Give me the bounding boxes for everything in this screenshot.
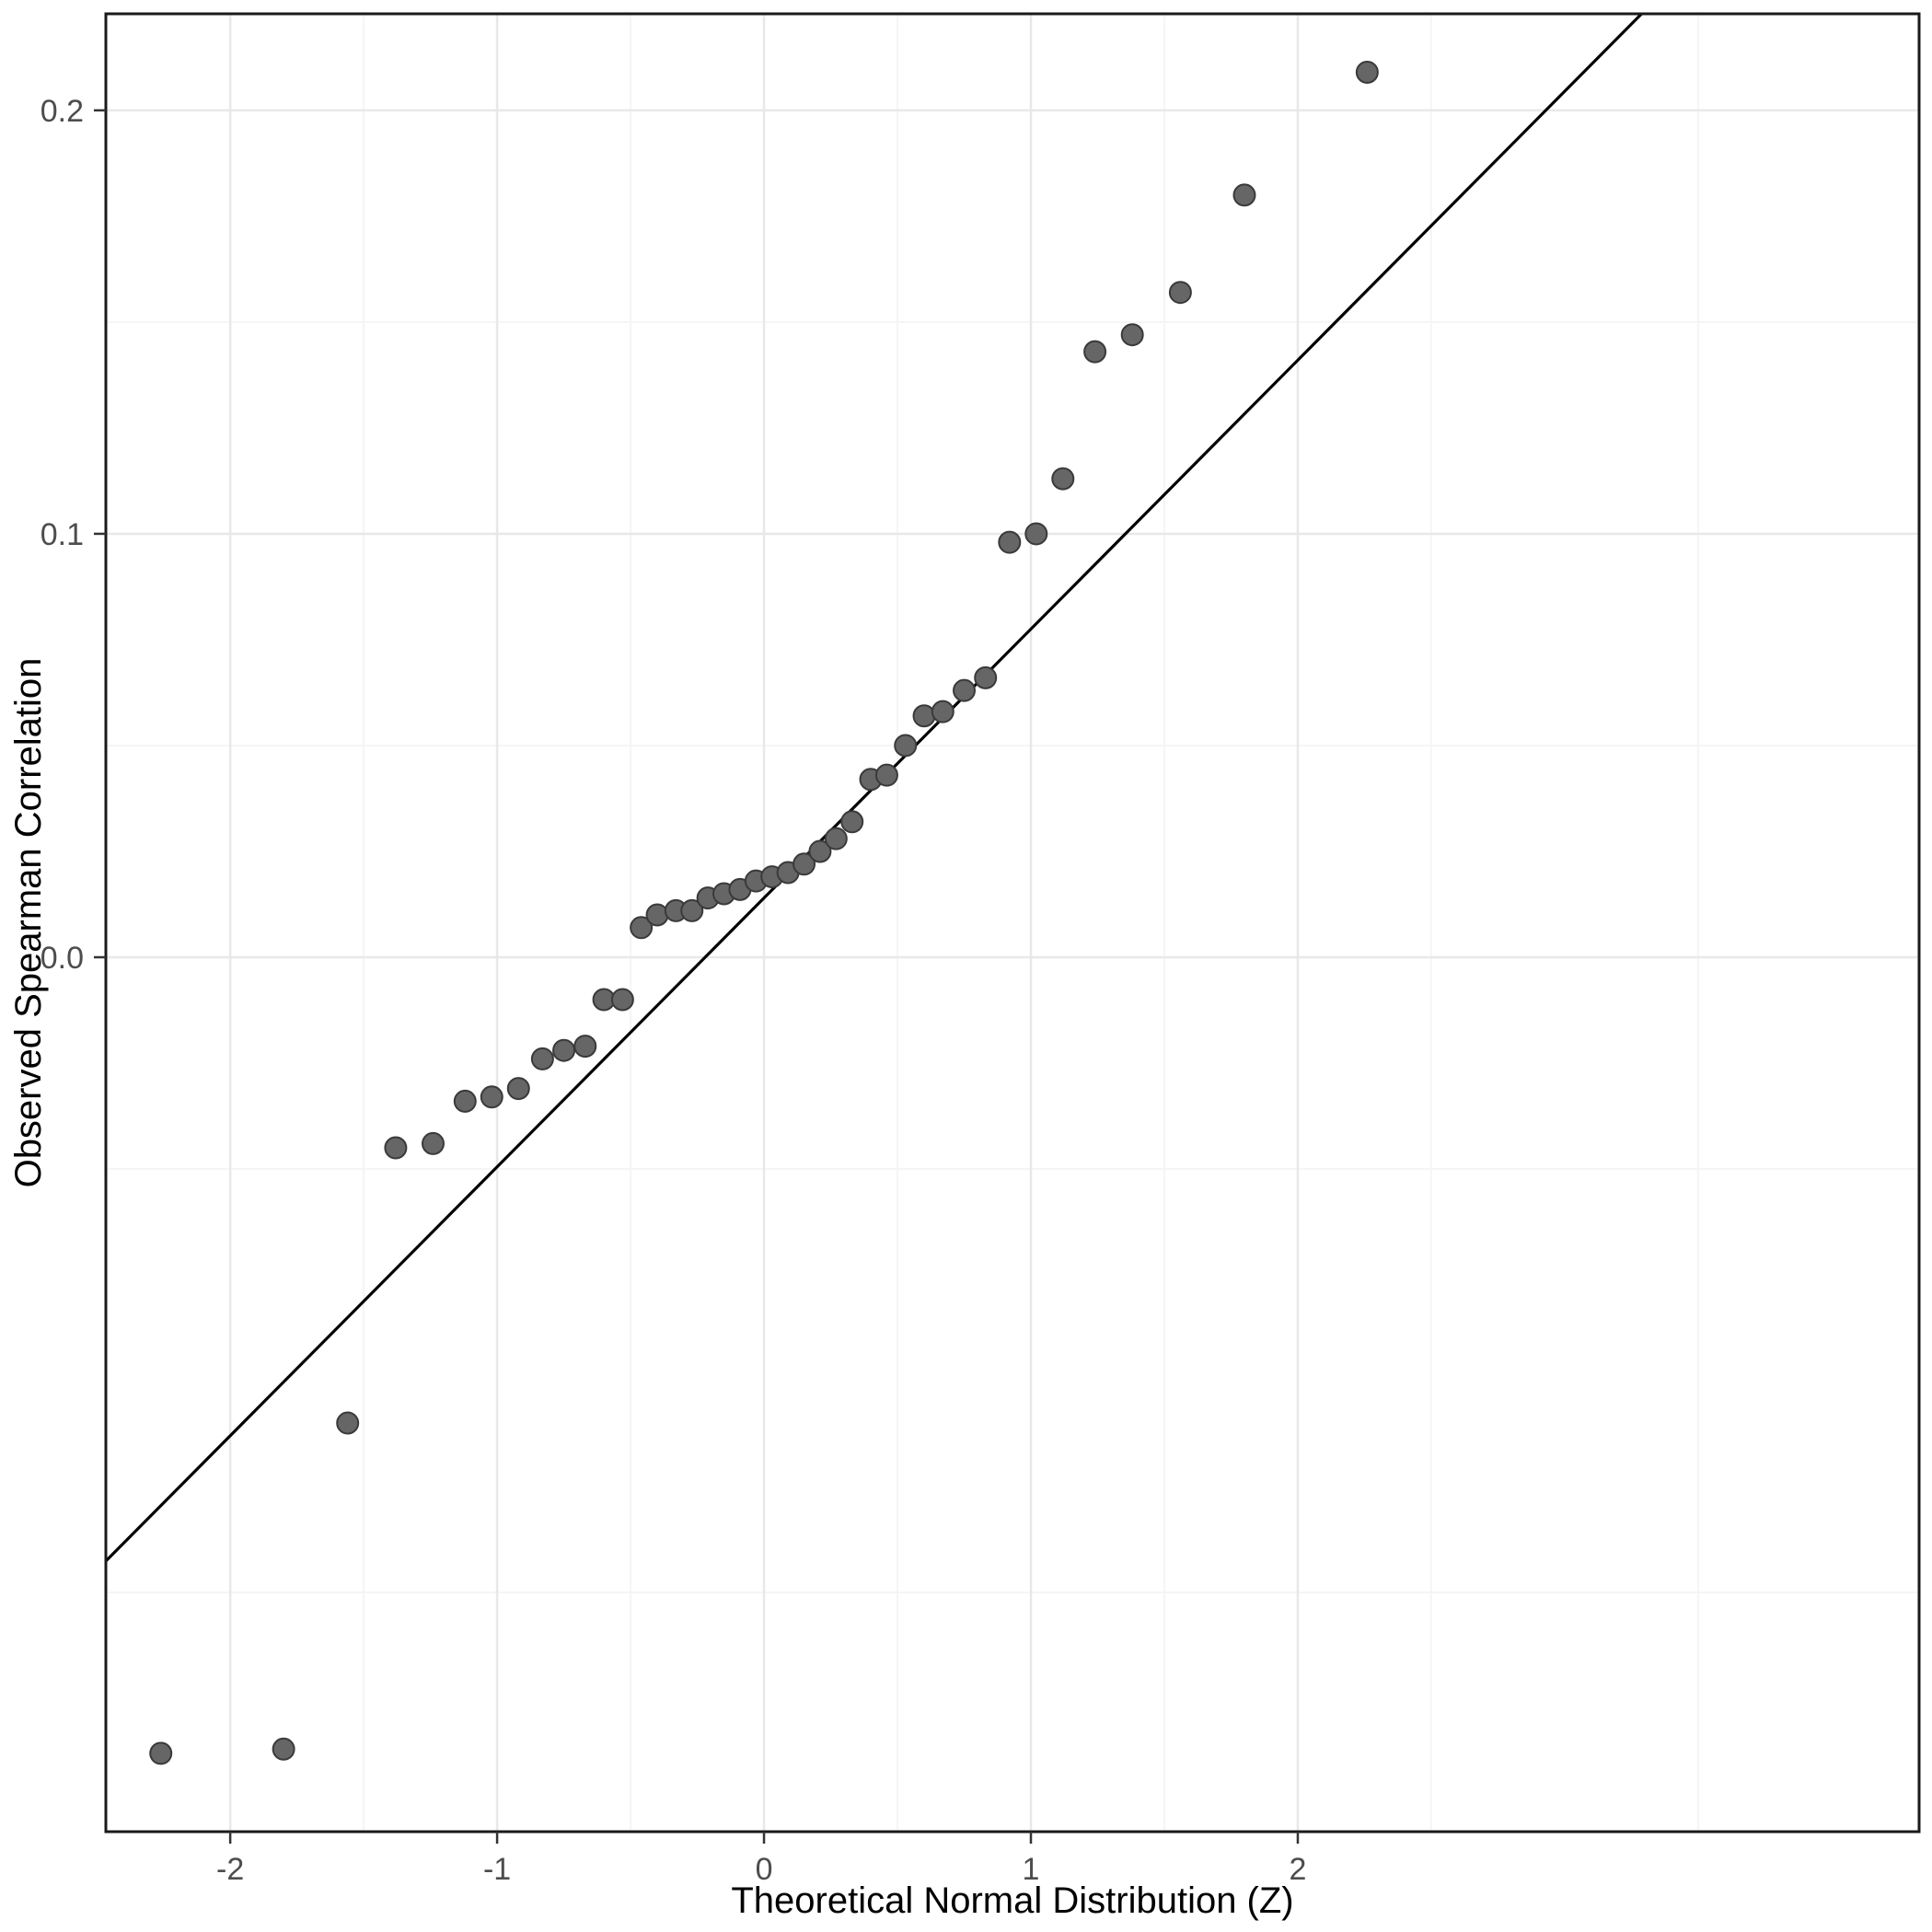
data-point [1051,467,1075,491]
data-point [480,1085,503,1109]
x-tick-label: -2 [216,1852,244,1887]
reference-line [106,14,1644,1563]
data-point [1083,340,1107,364]
data-point [894,734,918,758]
data-point [336,1411,360,1435]
y-axis-title: Observed Spearman Correlation [8,658,49,1188]
x-tick-label: -1 [483,1852,511,1887]
x-tick-label: 0 [756,1852,773,1887]
data-point [998,530,1022,554]
data-point [874,763,898,787]
data-point [931,700,954,723]
data-point [421,1131,445,1155]
data-point [453,1089,477,1113]
panel-border [104,12,1921,1834]
data-point [792,852,816,876]
data-point [912,704,936,728]
data-point [573,1035,597,1059]
data-point [630,916,654,940]
data-point [1120,323,1144,347]
data-point [1232,183,1256,207]
data-point [530,1047,554,1070]
data-point [680,898,704,922]
data-point [149,1741,173,1765]
y-tick-label: 0.2 [40,94,84,129]
data-point [384,1136,408,1160]
data-point [840,810,864,834]
x-axis-title: Theoretical Normal Distribution (Z) [731,1880,1293,1921]
data-point [645,903,669,927]
data-point [1024,522,1048,546]
x-tick-label: 1 [1023,1852,1040,1887]
data-point [808,839,832,863]
x-tick-label: 2 [1290,1852,1307,1887]
panel-background [106,14,1919,1832]
data-point [824,827,848,850]
data-point [953,678,977,702]
data-point [272,1737,295,1761]
data-point [610,988,634,1012]
data-point [552,1038,576,1062]
y-tick-label: 0.1 [40,517,84,552]
data-point [974,665,998,689]
y-tick-label: 0.0 [40,941,84,976]
data-point [1355,60,1379,84]
data-point [1168,281,1192,305]
data-point [506,1077,530,1101]
